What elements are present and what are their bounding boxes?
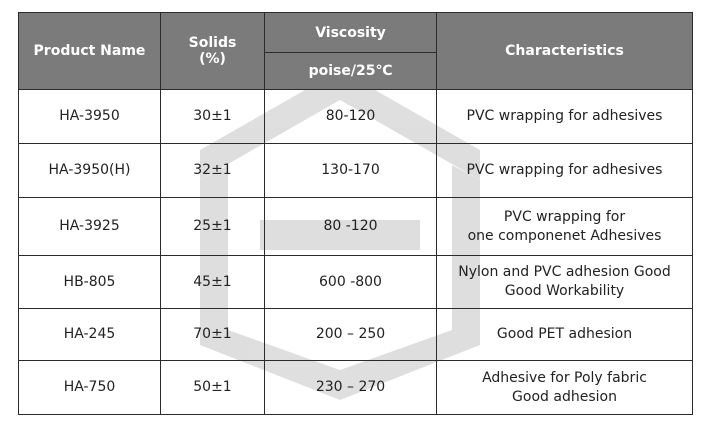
table-row: HA-3950 30±1 80-120 PVC wrapping for adh… — [18, 89, 693, 144]
cell-viscosity: 80-120 — [264, 89, 437, 144]
table-row: HA-245 70±1 200 – 250 Good PET adhesion — [18, 308, 693, 361]
cell-solids: 45±1 — [160, 255, 265, 309]
cell-characteristics: PVC wrapping for one componenet Adhesive… — [436, 197, 693, 256]
header-solids: Solids (%) — [160, 12, 265, 90]
header-product-name: Product Name — [18, 12, 161, 90]
cell-viscosity: 600 -800 — [264, 255, 437, 309]
header-characteristics: Characteristics — [436, 12, 693, 90]
cell-solids: 25±1 — [160, 197, 265, 256]
table-row: HB-805 45±1 600 -800 Nylon and PVC adhes… — [18, 255, 693, 309]
cell-viscosity: 130-170 — [264, 143, 437, 198]
cell-solids: 70±1 — [160, 308, 265, 361]
cell-solids: 32±1 — [160, 143, 265, 198]
cell-product-name: HA-3925 — [18, 197, 161, 256]
cell-characteristics: Adhesive for Poly fabric Good adhesion — [436, 360, 693, 415]
cell-product-name: HB-805 — [18, 255, 161, 309]
cell-characteristics: PVC wrapping for adhesives — [436, 143, 693, 198]
table-row: HA-3925 25±1 80 -120 PVC wrapping for on… — [18, 197, 693, 256]
cell-solids: 50±1 — [160, 360, 265, 415]
cell-product-name: HA-245 — [18, 308, 161, 361]
cell-characteristics: Nylon and PVC adhesion Good Good Workabi… — [436, 255, 693, 309]
cell-viscosity: 80 -120 — [264, 197, 437, 256]
cell-characteristics: PVC wrapping for adhesives — [436, 89, 693, 144]
cell-viscosity: 230 – 270 — [264, 360, 437, 415]
cell-product-name: HA-3950 — [18, 89, 161, 144]
header-viscosity: Viscosity — [264, 12, 437, 53]
header-viscosity-unit: poise/25℃ — [264, 52, 437, 90]
cell-characteristics: Good PET adhesion — [436, 308, 693, 361]
cell-viscosity: 200 – 250 — [264, 308, 437, 361]
cell-solids: 30±1 — [160, 89, 265, 144]
cell-product-name: HA-3950(H) — [18, 143, 161, 198]
product-spec-table: Product Name Solids (%) Viscosity Charac… — [18, 12, 693, 415]
cell-product-name: HA-750 — [18, 360, 161, 415]
table-row: HA-3950(H) 32±1 130-170 PVC wrapping for… — [18, 143, 693, 198]
table-row: HA-750 50±1 230 – 270 Adhesive for Poly … — [18, 360, 693, 415]
